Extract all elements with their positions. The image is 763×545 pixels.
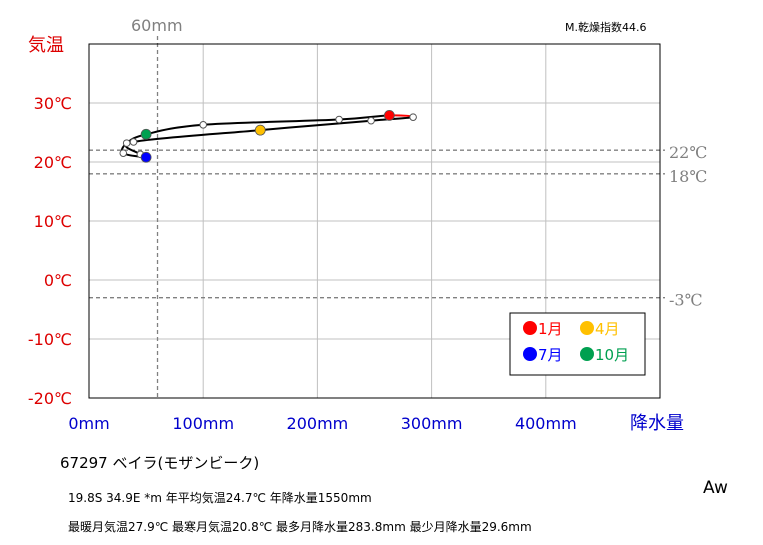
legend-label: 1月 (538, 320, 563, 338)
x-tick-label: 200mm (287, 414, 349, 433)
y-tick-label: 0℃ (44, 271, 72, 290)
series-segment (203, 118, 340, 126)
month-point (409, 113, 417, 121)
month-point (335, 115, 343, 124)
x-tick-labels: 0mm 100mm 200mm 300mm 400mm (68, 414, 576, 433)
x-axis-label: 降水量 (630, 413, 684, 434)
month-point-highlight (383, 109, 395, 121)
dryness-index-label: M.乾燥指数44.6 (565, 20, 646, 34)
legend-label: 4月 (595, 320, 620, 338)
legend: 1月 4月 7月 10月 (509, 312, 646, 376)
legend-marker (580, 321, 594, 335)
reference-precip-label: 60mm (131, 16, 183, 35)
series-segment (260, 119, 372, 132)
month-point (122, 139, 131, 147)
grid (89, 44, 660, 398)
legend-marker (523, 347, 537, 361)
reference-lines: 22℃ 18℃ -3℃ (89, 36, 707, 398)
y-tick-label: 20℃ (34, 153, 72, 172)
station-coordinates: 19.8S 34.9E *m 年平均気温24.7℃ 年降水量1550mm (68, 491, 372, 505)
month-point (367, 116, 375, 125)
legend-label: 10月 (595, 346, 629, 364)
month-point-highlight (254, 124, 266, 136)
x-tick-label: 400mm (515, 414, 577, 433)
y-tick-labels: 30℃ 20℃ 10℃ 0℃ -10℃ -20℃ (28, 94, 72, 408)
climate-extremes: 最暖月気温27.9℃ 最寒月気温20.8℃ 最多月降水量283.8mm 最少月降… (68, 520, 532, 534)
legend-marker (523, 321, 537, 335)
month-point-highlight (140, 128, 152, 140)
climate-series (119, 109, 417, 163)
y-tick-label: 10℃ (34, 212, 72, 231)
plot-frame (88, 43, 661, 399)
x-tick-label: 0mm (68, 414, 109, 433)
reference-line-label: -3℃ (669, 291, 702, 310)
series-segment (145, 123, 204, 136)
reference-line-label: 18℃ (669, 167, 707, 186)
y-tick-label: 30℃ (34, 94, 72, 113)
legend-label: 7月 (538, 346, 563, 364)
y-axis-label: 気温 (28, 35, 64, 56)
x-tick-label: 300mm (401, 414, 463, 433)
y-tick-label: -10℃ (28, 330, 72, 349)
series-segment (133, 129, 261, 143)
x-tick-label: 100mm (172, 414, 234, 433)
station-name: 67297 ベイラ(モザンビーク) (60, 454, 260, 472)
month-point (119, 149, 128, 157)
koppen-class: Aw (703, 478, 728, 498)
y-tick-label: -20℃ (28, 389, 72, 408)
reference-line-label: 22℃ (669, 143, 707, 162)
month-point-highlight (140, 151, 152, 163)
month-point (129, 138, 138, 146)
month-point (199, 121, 207, 129)
legend-marker (580, 347, 594, 361)
